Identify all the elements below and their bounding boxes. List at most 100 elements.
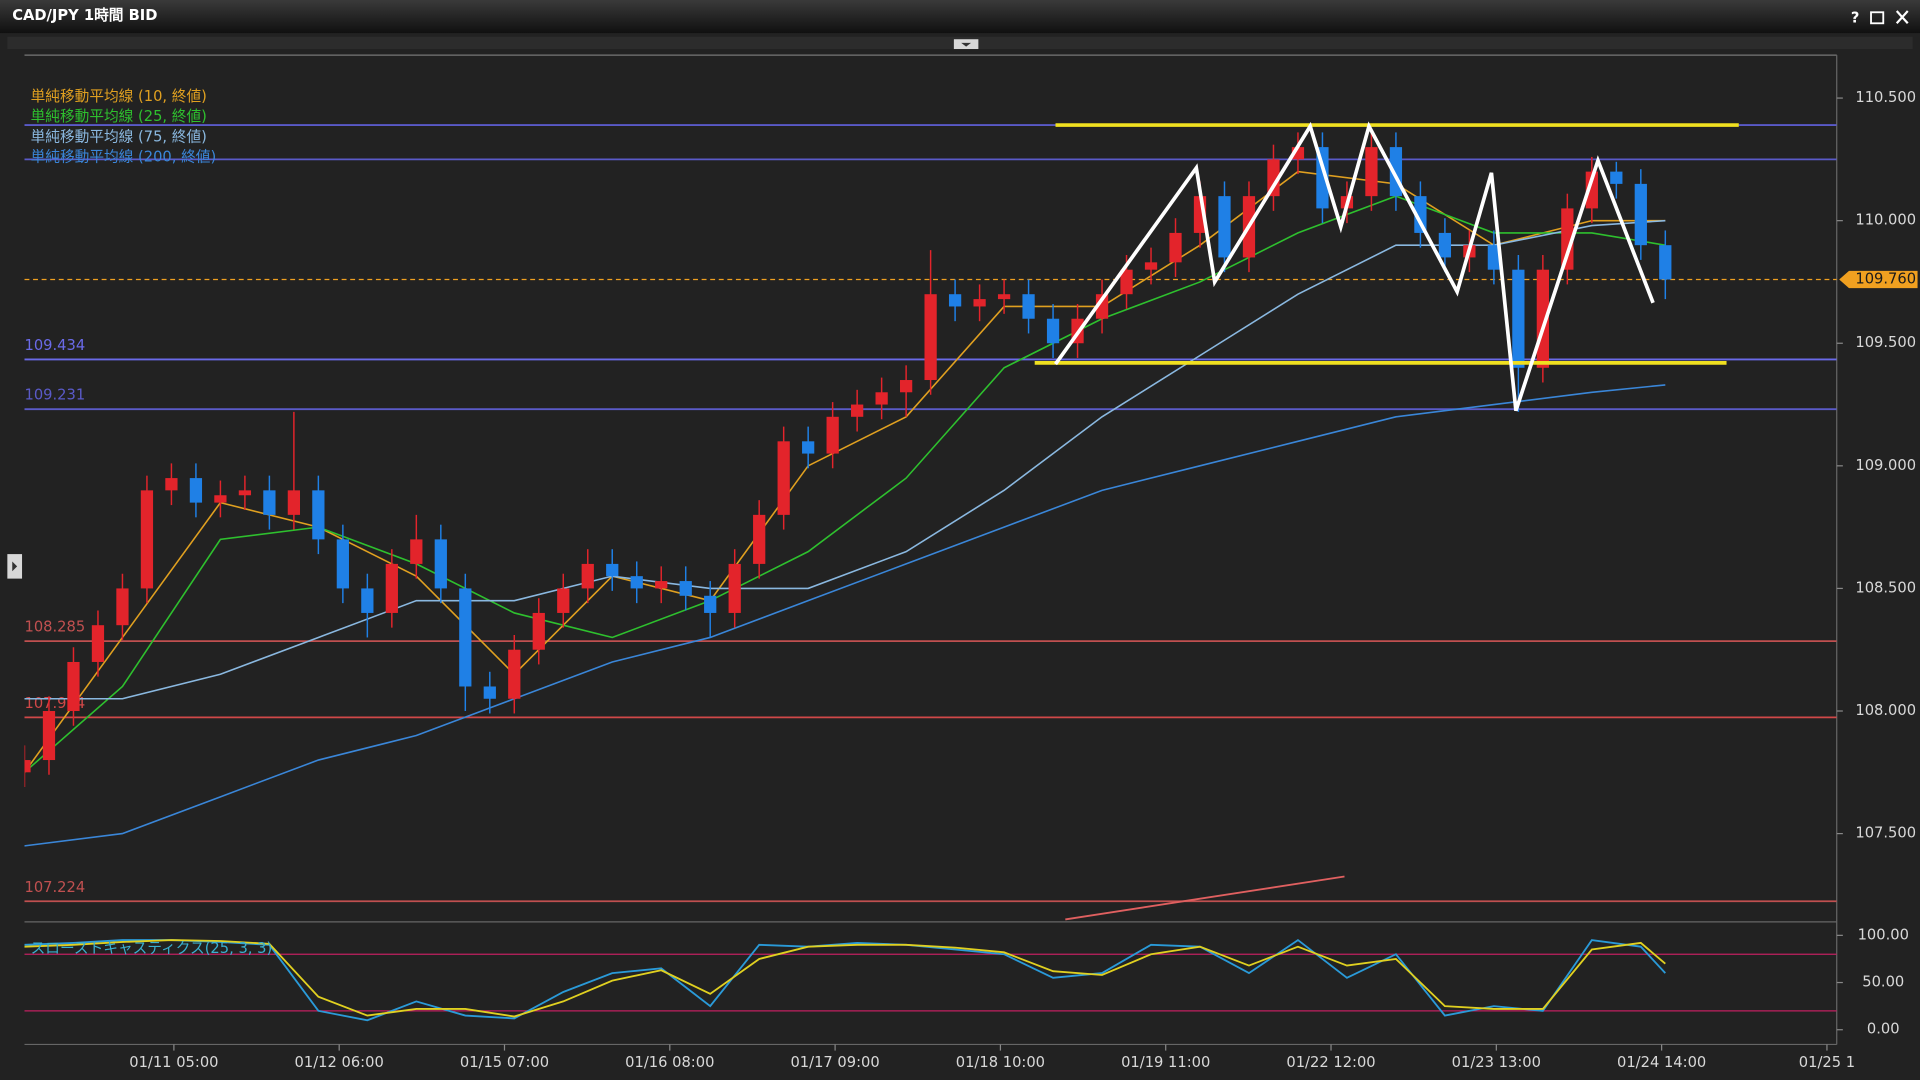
indicator-legend: 単純移動平均線 (25, 終値) [31,108,207,125]
close-button[interactable] [1895,10,1909,25]
candle-body [924,294,937,381]
candle-body [606,563,619,577]
stochastic-tick-label: 0.00 [1867,1021,1900,1038]
moving-average-line [24,195,1666,773]
y-tick-label: 110.000 [1855,212,1916,229]
level-label: 107.224 [24,879,85,896]
help-button[interactable]: ? [1851,9,1860,26]
candle-body [1610,171,1623,184]
candle-body [42,711,56,761]
candle-body [900,380,913,393]
indicator-legend: 単純移動平均線 (200, 終値) [31,149,217,166]
candle-body [802,441,815,454]
candle-body [238,490,252,496]
candle-body [1634,183,1647,246]
x-tick-label: 01/16 08:00 [625,1054,714,1071]
level-label: 109.231 [24,387,85,404]
candle-body [1218,196,1231,258]
candle-body [753,514,766,564]
candle-body [214,495,227,503]
y-tick-label: 107.500 [1855,825,1916,842]
candle-body [385,563,398,613]
candle-body [973,299,986,307]
stochastic-title: スローストキャスティクス(25, 3, 3) [31,940,273,957]
candle-body [1659,245,1672,280]
stochastic-line [24,939,1666,1018]
candle-body [1487,245,1500,270]
candle-body [336,539,349,589]
y-tick-label: 110.500 [1855,89,1916,106]
stochastic-plot [24,938,1837,1022]
candle-body [1022,294,1035,319]
axes: 単純移動平均線 (10, 終値) 単純移動平均線 (25, 終値) 単純移動平均線 … [31,88,1918,1071]
drawing-line [1065,875,1345,921]
y-tick-label: 109.000 [1855,457,1916,474]
candle-body [1120,269,1133,295]
x-tick-label: 01/12 06:00 [295,1054,384,1071]
candle-body [1169,232,1182,263]
window-title: CAD/JPY 1時間 BID [12,6,157,24]
stochastic-tick-label: 100.00 [1858,926,1909,943]
x-tick-label: 01/23 13:00 [1452,1054,1541,1071]
candle-body [948,294,962,307]
candle-body [1144,262,1158,270]
candle-body [1585,171,1598,209]
y-tick-label: 108.000 [1855,702,1916,719]
candle-body [263,490,276,515]
candle-body [1095,294,1109,319]
moving-average-line [24,384,1666,847]
candle-body [287,490,300,515]
candle-body [581,563,594,589]
level-label: 108.285 [24,619,85,636]
last-price-marker [1839,270,1918,289]
candle-body [826,416,839,454]
candle-body [483,686,496,699]
x-tick-label: 01/11 05:00 [129,1054,218,1071]
candle-body [434,539,447,589]
candle-body [704,595,717,613]
candle-body [679,581,692,596]
candle-body [1267,159,1280,197]
maximize-button[interactable] [1870,11,1885,25]
moving-average-line [24,219,1666,700]
candle-body [875,392,888,405]
drawing-line [1054,121,1655,412]
collapse-icon [961,42,972,47]
level-label: 109.434 [24,337,85,354]
candle-body [312,490,325,540]
candle-body [1414,196,1427,233]
last-price-label: 109.760 [1855,270,1916,287]
y-tick-label: 108.500 [1855,579,1916,596]
candle-body [165,478,178,491]
candle-body [24,760,31,773]
candle-body [189,478,203,503]
x-tick-label: 01/17 09:00 [790,1054,879,1071]
side-toggle-icon [12,561,18,572]
indicator-legend: 単純移動平均線 (75, 終値) [31,128,207,145]
indicator-legend: 単純移動平均線 (10, 終値) [31,88,207,105]
candle-body [1365,147,1378,197]
x-tick-label: 01/18 10:00 [956,1054,1045,1071]
y-tick-label: 109.500 [1855,334,1916,351]
x-tick-label: 01/25 1 [1799,1054,1855,1071]
candle-body [728,563,741,613]
x-tick-label: 01/15 07:00 [460,1054,549,1071]
candle-body [67,661,80,712]
title-bar [0,0,1920,34]
x-tick-label: 01/22 12:00 [1286,1054,1375,1071]
candle-body [1046,318,1060,344]
candle-body [655,581,668,589]
candle-body [1561,208,1574,270]
moving-average-line [24,170,1666,773]
candle-body [997,294,1011,300]
candle-body [1512,269,1525,368]
x-tick-label: 01/19 11:00 [1121,1054,1210,1071]
x-tick-label: 01/24 14:00 [1617,1054,1706,1071]
candle-body [777,441,790,515]
candle-body [557,588,570,613]
candle-body [508,649,521,699]
